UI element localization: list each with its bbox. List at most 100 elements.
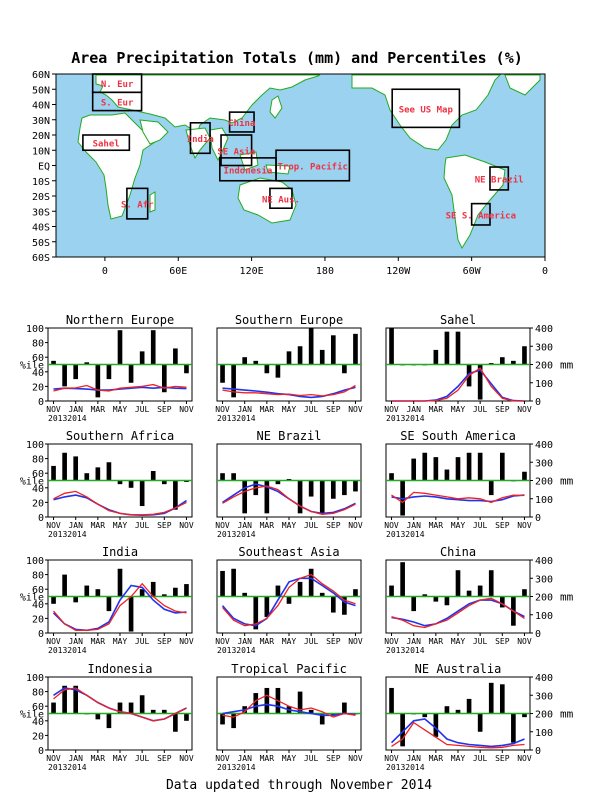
percentile-bar bbox=[117, 330, 123, 365]
percentile-bar bbox=[444, 331, 450, 365]
pct-tick-label: 20 bbox=[32, 614, 44, 625]
percentile-bar bbox=[308, 568, 314, 597]
percentile-bar bbox=[139, 695, 145, 714]
mm-tick-label: 0 bbox=[535, 513, 541, 524]
panel-title: NE Brazil bbox=[256, 429, 321, 443]
month-label: SEP bbox=[495, 754, 510, 763]
percentile-bar bbox=[84, 473, 90, 481]
percentile-bar bbox=[444, 596, 450, 606]
region-box-5 bbox=[220, 134, 253, 167]
month-label: SEP bbox=[326, 754, 341, 763]
lon-label-6: 0 bbox=[542, 266, 548, 277]
percentile-bar bbox=[264, 364, 270, 374]
month-label: JUL bbox=[135, 637, 150, 646]
percentile-bar bbox=[51, 702, 56, 714]
month-label: JAN bbox=[237, 521, 252, 530]
lat-label-6: EQ bbox=[38, 162, 50, 173]
region-box-2 bbox=[82, 134, 131, 152]
percentile-bar bbox=[150, 581, 156, 597]
observed-precip-line bbox=[53, 582, 187, 631]
month-label: NOV bbox=[384, 521, 399, 530]
percentile-bar bbox=[106, 713, 112, 729]
percentile-bar bbox=[73, 364, 79, 380]
month-label: MAY bbox=[282, 637, 297, 646]
region-label-4: India bbox=[187, 134, 214, 145]
region-label-0: N. Eur bbox=[101, 80, 134, 90]
month-label: MAY bbox=[113, 521, 128, 530]
percentile-bar bbox=[220, 570, 225, 597]
month-label: MAY bbox=[451, 754, 466, 763]
region-label-3: S. Afr bbox=[121, 201, 154, 211]
precipitation-panels: Northern Europe 0 20 40 60 80 100 %ile NOV JAN MAR… bbox=[20, 313, 574, 772]
percentile-bar bbox=[297, 691, 303, 714]
land-madagascar bbox=[149, 191, 156, 213]
mm-tick-label: 0 bbox=[535, 397, 541, 408]
percentile-bar bbox=[95, 589, 101, 597]
normal-precip-line bbox=[390, 718, 525, 748]
percentile-bar bbox=[477, 713, 483, 732]
mm-tick-label: 400 bbox=[535, 673, 553, 684]
percentile-bar bbox=[477, 585, 483, 597]
percentile-bar bbox=[297, 581, 303, 597]
percentile-bar bbox=[400, 713, 405, 747]
percentile-bar bbox=[62, 364, 67, 387]
percentile-bar bbox=[139, 480, 145, 507]
month-label: JAN bbox=[68, 754, 83, 763]
month-label: NOV bbox=[179, 637, 194, 646]
month-label: JAN bbox=[237, 405, 252, 414]
year-label: 20132014 bbox=[386, 646, 425, 655]
percentile-bar bbox=[422, 594, 428, 597]
panel-title: Tropical Pacific bbox=[231, 662, 347, 676]
lon-label-3: 180 bbox=[316, 266, 334, 277]
lat-label-12: 60S bbox=[32, 253, 50, 264]
region-box-4 bbox=[189, 122, 211, 155]
year-label: 20132014 bbox=[386, 763, 425, 772]
percentile-bar bbox=[51, 465, 56, 481]
pct-tick-label: 80 bbox=[32, 455, 44, 466]
month-label: MAR bbox=[429, 754, 444, 763]
percentile-bar bbox=[455, 570, 461, 597]
region-box-8 bbox=[275, 149, 351, 182]
percentile-bar bbox=[139, 589, 145, 597]
land-north-america bbox=[351, 74, 502, 151]
percentile-bar bbox=[62, 574, 67, 597]
land-new-guinea bbox=[265, 164, 291, 175]
month-label: SEP bbox=[495, 405, 510, 414]
percentile-bar bbox=[161, 594, 167, 597]
percentile-bar bbox=[275, 364, 281, 378]
percentile-bar bbox=[161, 364, 167, 393]
month-label: SEP bbox=[157, 754, 172, 763]
percentile-bar bbox=[433, 713, 439, 737]
percentile-bar bbox=[444, 469, 450, 481]
pct-tick-label: 100 bbox=[26, 324, 44, 335]
month-label: MAR bbox=[429, 405, 444, 414]
month-label: JUL bbox=[304, 405, 319, 414]
percentile-bar bbox=[466, 452, 472, 481]
observed-precip-line bbox=[391, 491, 525, 504]
lon-label-4: 120W bbox=[386, 266, 411, 277]
percentile-bar bbox=[499, 684, 505, 714]
percentile-bar bbox=[264, 596, 270, 617]
panel-title: Southeast Asia bbox=[238, 545, 339, 559]
pct-tick-label: 100 bbox=[26, 556, 44, 567]
percentile-bar bbox=[308, 480, 314, 497]
observed-precip-line bbox=[391, 597, 525, 629]
observed-precip-line bbox=[222, 485, 356, 515]
lat-label-3: 30N bbox=[32, 116, 50, 127]
panel-title: Southern Europe bbox=[235, 313, 343, 327]
normal-precip-line bbox=[391, 494, 525, 503]
percentile-bar bbox=[455, 331, 461, 365]
percentile-bar bbox=[275, 480, 281, 485]
lat-label-0: 60N bbox=[32, 70, 50, 81]
observed-precip-line bbox=[53, 383, 187, 392]
region-box-6 bbox=[228, 111, 255, 133]
percentile-bar bbox=[286, 596, 292, 604]
percentile-bar bbox=[253, 693, 259, 714]
pct-tick-label: 100 bbox=[26, 673, 44, 684]
percentile-bar bbox=[253, 596, 259, 630]
mm-tick-label: 300 bbox=[535, 691, 553, 702]
month-label: NOV bbox=[215, 521, 230, 530]
